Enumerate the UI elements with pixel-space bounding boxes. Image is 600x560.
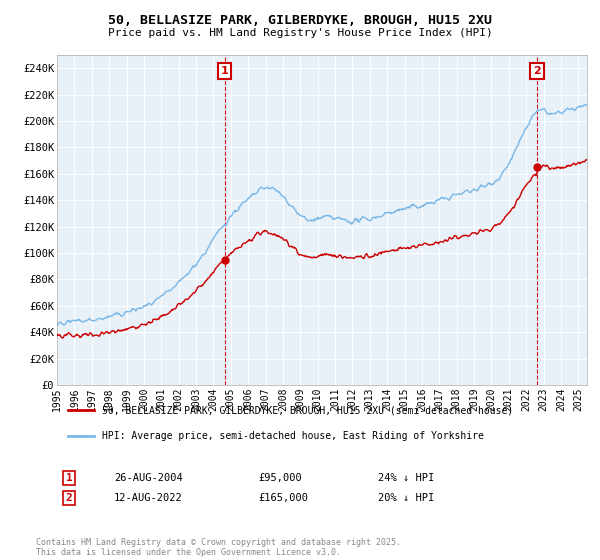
Text: 26-AUG-2004: 26-AUG-2004 xyxy=(114,473,183,483)
Text: £95,000: £95,000 xyxy=(258,473,302,483)
Text: 50, BELLASIZE PARK, GILBERDYKE, BROUGH, HU15 2XU: 50, BELLASIZE PARK, GILBERDYKE, BROUGH, … xyxy=(108,14,492,27)
Text: 1: 1 xyxy=(221,66,229,76)
Text: 20% ↓ HPI: 20% ↓ HPI xyxy=(378,493,434,503)
Text: Contains HM Land Registry data © Crown copyright and database right 2025.
This d: Contains HM Land Registry data © Crown c… xyxy=(36,538,401,557)
Text: 2: 2 xyxy=(65,493,73,503)
Text: £165,000: £165,000 xyxy=(258,493,308,503)
Text: 50, BELLASIZE PARK, GILBERDYKE, BROUGH, HU15 2XU (semi-detached house): 50, BELLASIZE PARK, GILBERDYKE, BROUGH, … xyxy=(102,405,513,416)
Text: HPI: Average price, semi-detached house, East Riding of Yorkshire: HPI: Average price, semi-detached house,… xyxy=(102,431,484,441)
Text: 24% ↓ HPI: 24% ↓ HPI xyxy=(378,473,434,483)
Text: Price paid vs. HM Land Registry's House Price Index (HPI): Price paid vs. HM Land Registry's House … xyxy=(107,28,493,38)
Text: 12-AUG-2022: 12-AUG-2022 xyxy=(114,493,183,503)
Text: 2: 2 xyxy=(533,66,541,76)
Text: 1: 1 xyxy=(65,473,73,483)
